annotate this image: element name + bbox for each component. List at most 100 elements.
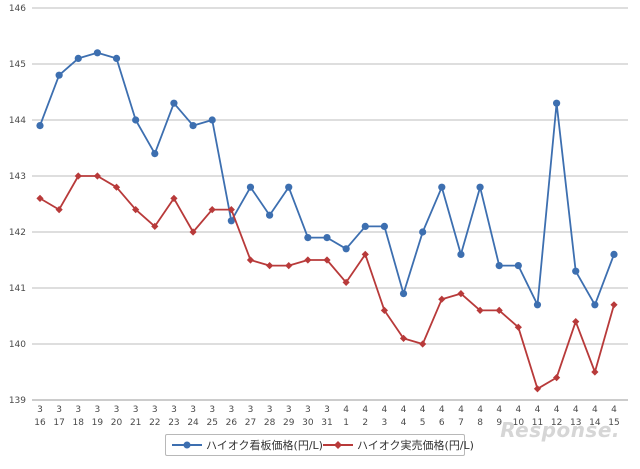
data-point-s0-12 <box>266 211 274 219</box>
data-point-s1-26 <box>533 385 542 393</box>
y-tick-label-139: 139 <box>9 396 26 406</box>
x-tick-day-6: 22 <box>149 418 160 428</box>
data-point-s0-16 <box>342 245 350 253</box>
data-point-s1-10 <box>227 206 235 214</box>
x-tick-month-2: 3 <box>75 405 81 415</box>
x-tick-day-9: 25 <box>206 418 217 428</box>
x-tick-month-0: 3 <box>37 405 43 415</box>
x-tick-month-26: 4 <box>535 405 541 415</box>
legend-item-actual-price: ハイオク実売価格(円/L) <box>322 437 474 453</box>
data-point-s1-12 <box>266 262 274 270</box>
x-tick-day-3: 19 <box>92 418 104 428</box>
data-point-s1-9 <box>208 206 216 214</box>
series-layer <box>36 49 618 393</box>
data-point-s0-25 <box>514 262 522 270</box>
x-tick-day-19: 4 <box>401 418 407 428</box>
data-point-s0-20 <box>419 228 427 236</box>
y-tick-label-146: 146 <box>9 4 26 14</box>
x-tick-month-17: 4 <box>362 405 368 415</box>
x-tick-day-5: 21 <box>130 418 141 428</box>
y-tick-label-141: 141 <box>9 284 26 294</box>
x-tick-month-23: 4 <box>477 405 483 415</box>
x-tick-month-24: 4 <box>496 405 502 415</box>
data-point-s1-19 <box>399 334 408 342</box>
legend-line-blue-icon <box>172 441 202 449</box>
data-point-s0-24 <box>495 262 503 270</box>
x-tick-month-30: 4 <box>611 405 617 415</box>
data-point-s1-23 <box>476 306 484 314</box>
x-tick-day-18: 3 <box>382 418 388 428</box>
x-tick-day-24: 9 <box>496 418 502 428</box>
x-tick-month-29: 4 <box>592 405 598 415</box>
x-tick-day-25: 10 <box>513 418 525 428</box>
x-tick-day-4: 20 <box>111 418 123 428</box>
x-tick-month-1: 3 <box>56 405 62 415</box>
data-point-s0-19 <box>399 290 408 298</box>
data-point-s1-22 <box>457 290 465 298</box>
x-tick-day-11: 27 <box>245 418 256 428</box>
data-point-s0-1 <box>55 71 63 79</box>
x-tick-day-15: 31 <box>321 418 332 428</box>
x-tick-day-8: 24 <box>187 418 199 428</box>
data-point-s1-20 <box>419 340 427 348</box>
x-tick-month-20: 4 <box>420 405 426 415</box>
data-point-s0-21 <box>438 183 446 191</box>
data-point-s1-16 <box>342 278 350 286</box>
y-tick-label-142: 142 <box>9 228 26 238</box>
data-point-s0-26 <box>533 301 542 309</box>
data-point-s1-17 <box>361 250 369 258</box>
x-tick-day-27: 12 <box>551 418 562 428</box>
x-tick-month-27: 4 <box>554 405 560 415</box>
x-tick-day-12: 28 <box>264 418 276 428</box>
x-tick-day-10: 26 <box>226 418 238 428</box>
data-point-s0-17 <box>361 222 369 230</box>
data-point-s1-2 <box>74 172 82 180</box>
x-tick-day-2: 18 <box>73 418 85 428</box>
data-point-s1-25 <box>514 323 522 331</box>
data-point-s1-11 <box>246 256 255 264</box>
legend-label-board-price: ハイオク看板価格(円/L) <box>206 439 323 452</box>
x-tick-month-14: 3 <box>305 405 311 415</box>
x-tick-month-15: 3 <box>324 405 330 415</box>
x-tick-day-20: 5 <box>420 418 426 428</box>
gridlines <box>32 7 628 401</box>
series-line-0 <box>39 51 615 306</box>
data-point-s1-1 <box>55 206 63 214</box>
y-tick-label-145: 145 <box>9 60 26 70</box>
data-point-s0-30 <box>610 250 618 258</box>
x-tick-month-6: 3 <box>152 405 158 415</box>
x-tick-month-16: 4 <box>343 405 349 415</box>
x-tick-month-9: 3 <box>209 405 215 415</box>
x-tick-day-26: 11 <box>532 418 543 428</box>
x-tick-day-23: 8 <box>477 418 483 428</box>
x-tick-day-30: 15 <box>608 418 619 428</box>
data-point-s0-3 <box>93 49 101 57</box>
data-point-s0-4 <box>112 54 121 63</box>
x-tick-month-28: 4 <box>573 405 579 415</box>
data-point-s0-29 <box>591 301 599 309</box>
y-tick-label-144: 144 <box>9 116 26 126</box>
x-tick-month-18: 4 <box>382 405 388 415</box>
x-tick-month-7: 3 <box>171 405 177 415</box>
data-point-s0-22 <box>457 250 465 258</box>
watermark-logo: Response. <box>500 418 620 442</box>
x-tick-month-11: 3 <box>248 405 254 415</box>
data-point-s1-13 <box>285 262 293 270</box>
x-tick-day-13: 29 <box>283 418 295 428</box>
data-point-s1-6 <box>151 222 159 230</box>
data-point-s1-21 <box>438 295 446 303</box>
y-tick-label-140: 140 <box>9 340 26 350</box>
data-point-s1-27 <box>553 374 561 382</box>
x-tick-day-7: 23 <box>168 418 179 428</box>
x-tick-month-25: 4 <box>515 405 521 415</box>
data-point-s0-14 <box>304 234 312 242</box>
data-point-s0-18 <box>380 222 388 230</box>
data-point-s1-15 <box>323 256 331 264</box>
data-point-s0-27 <box>553 99 561 107</box>
x-tick-month-21: 4 <box>439 405 445 415</box>
legend: ハイオク看板価格(円/L) ハイオク実売価格(円/L) <box>165 434 474 456</box>
data-point-s0-15 <box>323 234 331 242</box>
data-point-s1-3 <box>93 172 101 180</box>
x-tick-day-17: 2 <box>362 418 368 428</box>
